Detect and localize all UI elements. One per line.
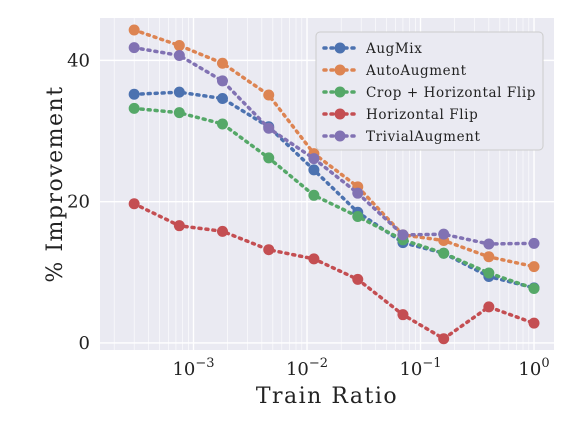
data-point: [483, 251, 495, 263]
data-point: [263, 89, 275, 101]
legend-marker: [334, 108, 346, 120]
data-point: [216, 57, 228, 69]
legend-label: Crop + Horizontal Flip: [366, 85, 536, 101]
data-point: [352, 187, 364, 199]
legend-entry: AutoAugment: [322, 63, 467, 79]
legend-entry: AugMix: [322, 41, 422, 57]
data-point: [128, 198, 140, 210]
data-point: [216, 118, 228, 130]
y-tick-label: 40: [67, 50, 90, 71]
data-point: [308, 189, 320, 201]
data-point: [352, 273, 364, 285]
series-line: [132, 45, 536, 246]
series-line: [132, 202, 536, 341]
data-point: [483, 301, 495, 313]
data-point: [173, 220, 185, 232]
data-point: [173, 40, 185, 52]
series-layer: [128, 24, 540, 345]
data-point: [216, 225, 228, 237]
y-ticks: 0 20 40: [67, 50, 90, 354]
y-tick-label: 20: [67, 192, 90, 213]
data-point: [308, 153, 320, 165]
data-point: [528, 283, 540, 295]
data-point: [438, 228, 450, 240]
legend-marker: [334, 130, 346, 142]
data-point: [173, 49, 185, 61]
series-line: [132, 90, 536, 290]
data-point: [397, 309, 409, 321]
series-line: [132, 28, 536, 269]
data-point: [438, 247, 450, 259]
data-point: [263, 152, 275, 164]
y-axis-label: % Improvement: [43, 85, 68, 282]
series-line: [132, 106, 536, 291]
x-tick-label: 10−1: [399, 356, 441, 380]
legend-entry: TrivialAugment: [322, 129, 480, 145]
data-point: [438, 333, 450, 345]
series-horizontal-flip: [128, 198, 540, 345]
legend-label: AutoAugment: [365, 63, 467, 79]
x-tick-label: 10−2: [286, 356, 328, 380]
data-point: [173, 107, 185, 119]
data-point: [397, 229, 409, 241]
data-point: [308, 253, 320, 265]
data-point: [216, 93, 228, 105]
data-point: [173, 86, 185, 98]
legend: AugMix AutoAugment Crop + Horizontal Flip H…: [315, 31, 544, 151]
data-point: [308, 164, 320, 176]
legend-marker: [334, 64, 346, 76]
data-point: [483, 267, 495, 279]
data-point: [128, 102, 140, 114]
legend-marker: [334, 42, 346, 54]
data-point: [263, 122, 275, 134]
x-axis-label: Train Ratio: [256, 384, 398, 409]
data-point: [528, 261, 540, 273]
data-point: [528, 237, 540, 249]
legend-entry: Crop + Horizontal Flip: [322, 85, 536, 101]
legend-label: TrivialAugment: [366, 129, 480, 145]
data-point: [216, 75, 228, 87]
data-point: [483, 238, 495, 250]
data-point: [128, 42, 140, 54]
data-point: [352, 210, 364, 222]
legend-label: AugMix: [365, 41, 422, 57]
data-point: [128, 24, 140, 36]
x-ticks: 10−3 10−2 10−1 100: [172, 356, 549, 380]
legend-marker: [334, 86, 346, 98]
legend-entry: Horizontal Flip: [322, 107, 478, 123]
x-tick-label: 100: [518, 356, 549, 380]
legend-label: Horizontal Flip: [366, 107, 478, 123]
data-point: [128, 88, 140, 100]
data-point: [263, 244, 275, 256]
legend-box: [315, 31, 544, 151]
series-trivialaugment: [128, 42, 540, 250]
y-tick-label: 0: [79, 333, 90, 354]
data-point: [528, 317, 540, 329]
x-tick-label: 10−3: [172, 356, 214, 380]
